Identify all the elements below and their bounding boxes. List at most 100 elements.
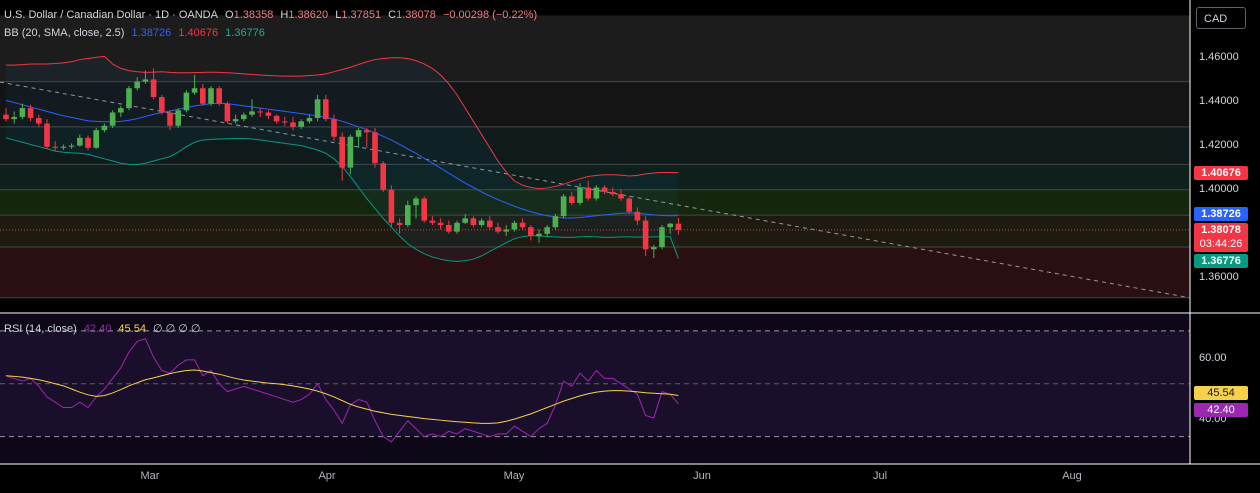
bb-upper-badge: 1.40676 [1194, 166, 1248, 180]
bb-upper-line [6, 55, 679, 190]
candle-body [577, 187, 583, 203]
last-price-badge: 1.38078 03:44:26 [1194, 223, 1248, 252]
candle-body [339, 136, 345, 168]
price-tick: 1.46000 [1199, 51, 1239, 63]
candle-body [142, 79, 149, 82]
candle-body [200, 88, 206, 104]
candle-body [118, 108, 124, 113]
candle-body [159, 97, 165, 113]
rsi-label: RSI (14, close) [4, 323, 77, 335]
candle-body [437, 222, 444, 225]
candle-body [569, 196, 575, 203]
candle-body [314, 99, 321, 119]
time-label: Mar [140, 470, 160, 482]
candle-body [183, 92, 190, 111]
rsi-legend: RSI (14, close) 42.40 45.54 ∅ ∅ ∅ ∅ [4, 322, 205, 335]
rsi-value: 42.40 [83, 323, 112, 335]
candle-body [478, 220, 485, 225]
candle-body [355, 130, 362, 137]
candle-body [585, 187, 591, 199]
candle-body [388, 189, 395, 223]
candle-body [36, 118, 42, 124]
candle-body [667, 223, 673, 228]
candle-body [634, 211, 641, 221]
change-value: −0.00298 (−0.22%) [442, 9, 538, 21]
currency-button[interactable]: CAD [1196, 7, 1246, 29]
candle-body [77, 137, 83, 146]
candle-body [126, 88, 132, 109]
symbol-title: U.S. Dollar / Canadian Dollar · 1D · OAN… [4, 9, 218, 21]
trend-line [0, 81, 1191, 299]
bar-countdown: 03:44:26 [1199, 238, 1243, 250]
bb-basis-value: 1.38726 [131, 27, 172, 39]
candle-body [560, 196, 567, 217]
candle-body [241, 114, 247, 120]
candle-body [372, 132, 378, 164]
candle-body [249, 111, 255, 115]
bb-label: BB (20, SMA, close, 2.5) [4, 27, 125, 39]
candle-body [232, 119, 239, 122]
candle-body [618, 194, 624, 199]
candle-body [552, 216, 559, 228]
candle-body [421, 198, 427, 221]
price-zone [0, 164, 1190, 190]
candle-body [282, 121, 288, 123]
candle-body [454, 222, 460, 232]
candle-body [208, 88, 214, 104]
symbol-legend: U.S. Dollar / Canadian Dollar · 1D · OAN… [4, 9, 541, 21]
price-tick: 1.44000 [1199, 95, 1239, 107]
bb-lower-value: 1.36776 [225, 27, 265, 39]
candle-body [265, 112, 272, 116]
candle-body [191, 88, 198, 93]
candle-body [52, 146, 58, 148]
candle-body [68, 145, 75, 147]
candle-body [380, 163, 386, 190]
candle-body [511, 222, 518, 230]
price-zone [0, 126, 1190, 165]
rsi-badge: 42.40 [1194, 403, 1248, 417]
candle-body [331, 119, 337, 137]
candle-body [150, 79, 157, 98]
rsi-ma-line [5, 369, 679, 424]
price-tick: 1.36000 [1199, 271, 1239, 283]
price-zone [0, 215, 1190, 248]
candle-body [224, 103, 231, 122]
rsi-ma-badge: 45.54 [1194, 386, 1248, 400]
rsi-tick: 60.00 [1199, 352, 1227, 364]
candle-body [610, 191, 616, 195]
low-value: L1.37851 [335, 9, 382, 21]
time-label: May [503, 470, 525, 482]
candle-body [11, 116, 17, 120]
candle-body [167, 112, 173, 126]
open-value: O1.38358 [225, 9, 274, 21]
candle-body [101, 125, 108, 131]
bb-basis-badge: 1.38726 [1194, 207, 1248, 221]
time-label: Jun [693, 470, 711, 482]
candle-body [487, 220, 493, 228]
candle-body [413, 198, 419, 206]
candle-body [134, 81, 140, 89]
candle-body [175, 110, 181, 126]
rsi-ma-value: 45.54 [118, 323, 146, 335]
candle-body [429, 220, 436, 223]
candle-body [273, 115, 280, 122]
price-zone [0, 247, 1190, 298]
bb-lower-badge: 1.36776 [1194, 254, 1248, 268]
candle-body [659, 227, 665, 248]
candle-body [536, 233, 542, 237]
candle-body [216, 88, 222, 104]
candle-body [93, 130, 99, 148]
candle-body [503, 229, 509, 232]
candle-body [462, 218, 468, 223]
price-zone [0, 15, 1190, 82]
candle-body [306, 118, 313, 122]
high-value: H1.38620 [280, 9, 329, 21]
candle-body [109, 112, 116, 126]
candle-body [675, 223, 682, 230]
candle-body [27, 108, 34, 119]
candle-body [44, 123, 50, 147]
bb-basis-line [5, 99, 679, 219]
time-label: Jul [872, 470, 888, 482]
